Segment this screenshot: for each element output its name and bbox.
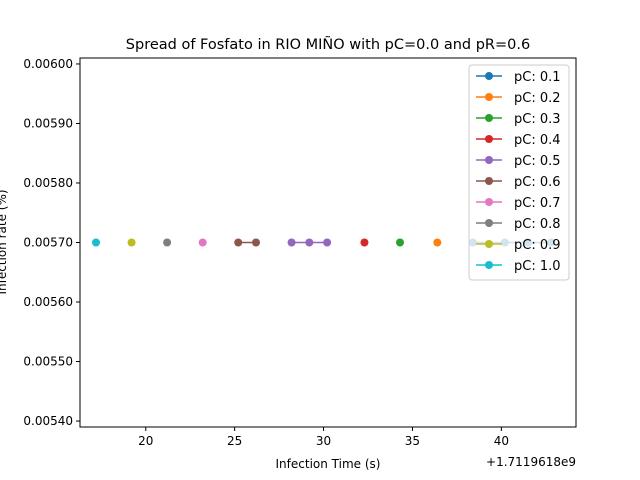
legend-label: pC: 1.0 bbox=[514, 259, 561, 274]
legend-label: pC: 0.4 bbox=[514, 133, 561, 148]
y-tick-label: 0.00560 bbox=[23, 295, 73, 309]
legend-label: pC: 0.9 bbox=[514, 238, 561, 253]
legend-marker bbox=[485, 240, 493, 248]
data-point bbox=[198, 238, 207, 247]
x-tick-label: 35 bbox=[405, 434, 420, 448]
x-tick-label: 30 bbox=[316, 434, 331, 448]
legend-label: pC: 0.2 bbox=[514, 91, 561, 106]
x-axis-offset-label: +1.7119618e9 bbox=[486, 455, 576, 469]
data-point bbox=[360, 238, 369, 247]
y-tick-label: 0.00600 bbox=[23, 57, 73, 71]
legend-marker bbox=[485, 219, 493, 227]
x-tick-label: 20 bbox=[138, 434, 153, 448]
y-axis-ticks: 0.00540 0.00550 0.00560 0.00570 0.00580 0.005… bbox=[23, 57, 80, 428]
chart-title: Spread of Fosfato in RIO MIÑO with pC=0.… bbox=[126, 36, 530, 53]
y-tick-label: 0.00570 bbox=[23, 236, 73, 250]
legend-marker bbox=[485, 72, 493, 80]
plot-frame bbox=[79, 57, 577, 428]
data-point bbox=[127, 238, 136, 247]
data-point bbox=[234, 238, 243, 247]
data-point bbox=[305, 238, 314, 247]
legend-label: pC: 0.7 bbox=[514, 196, 561, 211]
legend-label: pC: 0.5 bbox=[514, 154, 561, 169]
y-axis-label: Infection rate (%) bbox=[0, 189, 9, 294]
y-tick-label: 0.00590 bbox=[23, 116, 73, 130]
legend-label: pC: 0.1 bbox=[514, 70, 561, 85]
legend-marker bbox=[485, 156, 493, 164]
legend-marker bbox=[485, 198, 493, 206]
legend-label: pC: 0.8 bbox=[514, 217, 561, 232]
y-tick-label: 0.00540 bbox=[23, 414, 73, 428]
legend-label: pC: 0.3 bbox=[514, 112, 561, 127]
x-tick-label: 25 bbox=[227, 434, 242, 448]
data-point bbox=[252, 238, 260, 247]
x-axis-label: Infection Time (s) bbox=[276, 457, 381, 471]
legend-marker bbox=[485, 177, 493, 185]
data-point bbox=[323, 238, 332, 247]
data-point bbox=[287, 238, 296, 247]
legend-marker bbox=[485, 93, 493, 101]
y-tick-label: 0.00580 bbox=[23, 176, 73, 190]
x-tick-label: 40 bbox=[494, 434, 509, 448]
x-axis-ticks: 20 25 30 35 40 bbox=[138, 427, 509, 448]
data-point bbox=[433, 238, 442, 247]
data-point bbox=[92, 238, 100, 247]
legend-marker bbox=[485, 135, 493, 143]
legend-marker bbox=[485, 261, 493, 269]
legend-label: pC: 0.6 bbox=[514, 175, 561, 190]
legend: pC: 0.1 pC: 0.2 pC: 0.3 pC: 0.4 pC: 0.5 pC: 0… bbox=[468, 64, 570, 281]
data-point bbox=[163, 238, 172, 247]
data-point bbox=[396, 238, 404, 247]
legend-marker bbox=[485, 114, 493, 122]
y-tick-label: 0.00550 bbox=[23, 355, 73, 369]
